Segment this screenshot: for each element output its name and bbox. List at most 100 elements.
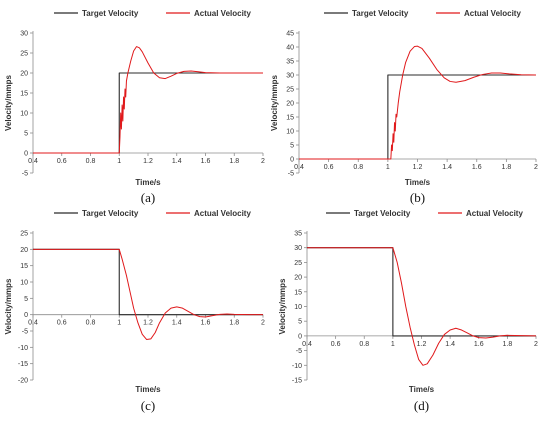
chart-panel-b: Target Velocity Actual Velocity-505101520… xyxy=(270,9,538,205)
chart-panel-c: Target Velocity Actual Velocity -20 -15 -10 -… xyxy=(4,209,265,413)
y-tick-label: -10 xyxy=(292,363,302,370)
y-tick-label: 15 xyxy=(20,263,28,270)
x-tick-label: 1.2 xyxy=(417,341,427,348)
x-tick-label: 0.4 xyxy=(302,341,312,348)
y-tick-label: -10 xyxy=(18,345,28,352)
x-tick-label: 1.4 xyxy=(172,158,182,165)
x-tick-label: 0.4 xyxy=(28,320,38,327)
y-tick-label: 5 xyxy=(298,319,302,326)
x-tick-label: 1.6 xyxy=(474,341,484,348)
x-tick-label: 1 xyxy=(391,341,395,348)
x-tick-label: 2 xyxy=(261,320,265,327)
x-tick-label: 2 xyxy=(534,341,538,348)
series-line-target xyxy=(33,248,263,316)
x-tick-label: 1.4 xyxy=(445,341,455,348)
x-tick-label: 1.6 xyxy=(472,164,482,171)
y-tick-label: 10 xyxy=(294,304,302,311)
legend-label-actual: Actual Velocity xyxy=(194,209,251,218)
y-tick-label: 0 xyxy=(24,312,28,319)
panel-caption: (b) xyxy=(410,190,425,205)
y-tick-label: 20 xyxy=(20,71,28,78)
y-tick-label: 40 xyxy=(286,45,294,52)
legend-label-actual: Actual Velocity xyxy=(464,9,521,18)
legend: Target Velocity Actual Velocity xyxy=(324,9,521,18)
x-tick-label: 1.4 xyxy=(442,164,452,171)
x-axis-title: Time/s xyxy=(409,385,435,394)
y-axis-title: Velocity/mmps xyxy=(278,278,287,335)
chart-panel-d: Target Velocity Actual Velocity -15 -10 -5 0 5… xyxy=(278,209,538,413)
y-tick-label: 20 xyxy=(286,101,294,108)
panel-caption: (c) xyxy=(141,398,155,413)
series-line-target xyxy=(33,72,263,154)
y-tick-label: 15 xyxy=(20,91,28,98)
x-axis-title: Time/s xyxy=(405,178,431,187)
y-tick-label: -5 xyxy=(22,171,28,178)
y-tick-label: 30 xyxy=(20,31,28,38)
legend: Target Velocity Actual Velocity xyxy=(326,209,523,218)
y-tick-label: 5 xyxy=(290,143,294,150)
legend-label-target: Target Velocity xyxy=(352,9,409,18)
y-tick-label: 25 xyxy=(20,231,28,238)
series-line-actual xyxy=(299,45,537,160)
x-tick-label: 0.6 xyxy=(57,320,67,327)
x-tick-label: 1 xyxy=(117,320,121,327)
x-tick-label: 0.4 xyxy=(294,164,304,171)
y-tick-label: 35 xyxy=(294,231,302,238)
y-tick-label: 10 xyxy=(20,111,28,118)
y-tick-label: -20 xyxy=(18,378,28,385)
y-tick-label: -15 xyxy=(292,378,302,385)
chart-panel-a: Target Velocity Actual Velocity-505101520… xyxy=(4,9,265,205)
y-tick-label: 10 xyxy=(20,280,28,287)
x-tick-label: 0.4 xyxy=(28,158,38,165)
x-tick-label: 2 xyxy=(261,158,265,165)
legend-label-target: Target Velocity xyxy=(82,9,139,18)
x-tick-label: 2 xyxy=(534,164,538,171)
series-line-actual xyxy=(33,46,263,154)
x-tick-label: 1.2 xyxy=(413,164,423,171)
y-axis-title: Velocity/mmps xyxy=(270,74,279,131)
legend: Target Velocity Actual Velocity xyxy=(54,209,251,218)
x-tick-label: 0.6 xyxy=(331,341,341,348)
x-tick-label: 0.6 xyxy=(57,158,67,165)
y-tick-label: 35 xyxy=(286,59,294,66)
series-line-target xyxy=(299,74,536,160)
y-tick-label: -5 xyxy=(22,329,28,336)
y-axis-title: Velocity/mmps xyxy=(4,74,13,131)
y-tick-label: 45 xyxy=(286,31,294,38)
x-tick-label: 0.6 xyxy=(324,164,334,171)
x-tick-label: 1.2 xyxy=(143,158,153,165)
panel-caption: (a) xyxy=(141,190,155,205)
x-axis-title: Time/s xyxy=(135,178,161,187)
x-tick-label: 1.8 xyxy=(503,341,513,348)
legend-label-actual: Actual Velocity xyxy=(466,209,523,218)
x-tick-label: 1.8 xyxy=(502,164,512,171)
legend-label-target: Target Velocity xyxy=(82,209,139,218)
legend-label-target: Target Velocity xyxy=(354,209,411,218)
y-tick-label: 25 xyxy=(286,87,294,94)
y-tick-label: 0 xyxy=(290,157,294,164)
y-tick-label: 10 xyxy=(286,129,294,136)
y-tick-label: 30 xyxy=(294,245,302,252)
legend: Target Velocity Actual Velocity xyxy=(54,9,251,18)
x-tick-label: 0.8 xyxy=(353,164,363,171)
y-tick-label: 0 xyxy=(24,151,28,158)
x-tick-label: 1.8 xyxy=(229,320,239,327)
x-tick-label: 1 xyxy=(117,158,121,165)
y-tick-label: -5 xyxy=(288,171,294,178)
x-axis-title: Time/s xyxy=(135,385,161,394)
x-tick-label: 1.4 xyxy=(172,320,182,327)
x-tick-label: 1.6 xyxy=(201,158,211,165)
y-axis-title: Velocity/mmps xyxy=(4,278,13,335)
x-tick-label: 1.6 xyxy=(201,320,211,327)
y-tick-label: -5 xyxy=(296,348,302,355)
x-tick-label: 1.2 xyxy=(143,320,153,327)
x-tick-label: 1 xyxy=(386,164,390,171)
y-tick-label: 25 xyxy=(294,260,302,267)
series-line-target xyxy=(307,247,536,337)
y-tick-label: 15 xyxy=(294,289,302,296)
series-line-actual xyxy=(307,247,537,366)
x-tick-label: 0.8 xyxy=(86,158,96,165)
y-tick-label: 25 xyxy=(20,51,28,58)
y-tick-label: 5 xyxy=(24,131,28,138)
